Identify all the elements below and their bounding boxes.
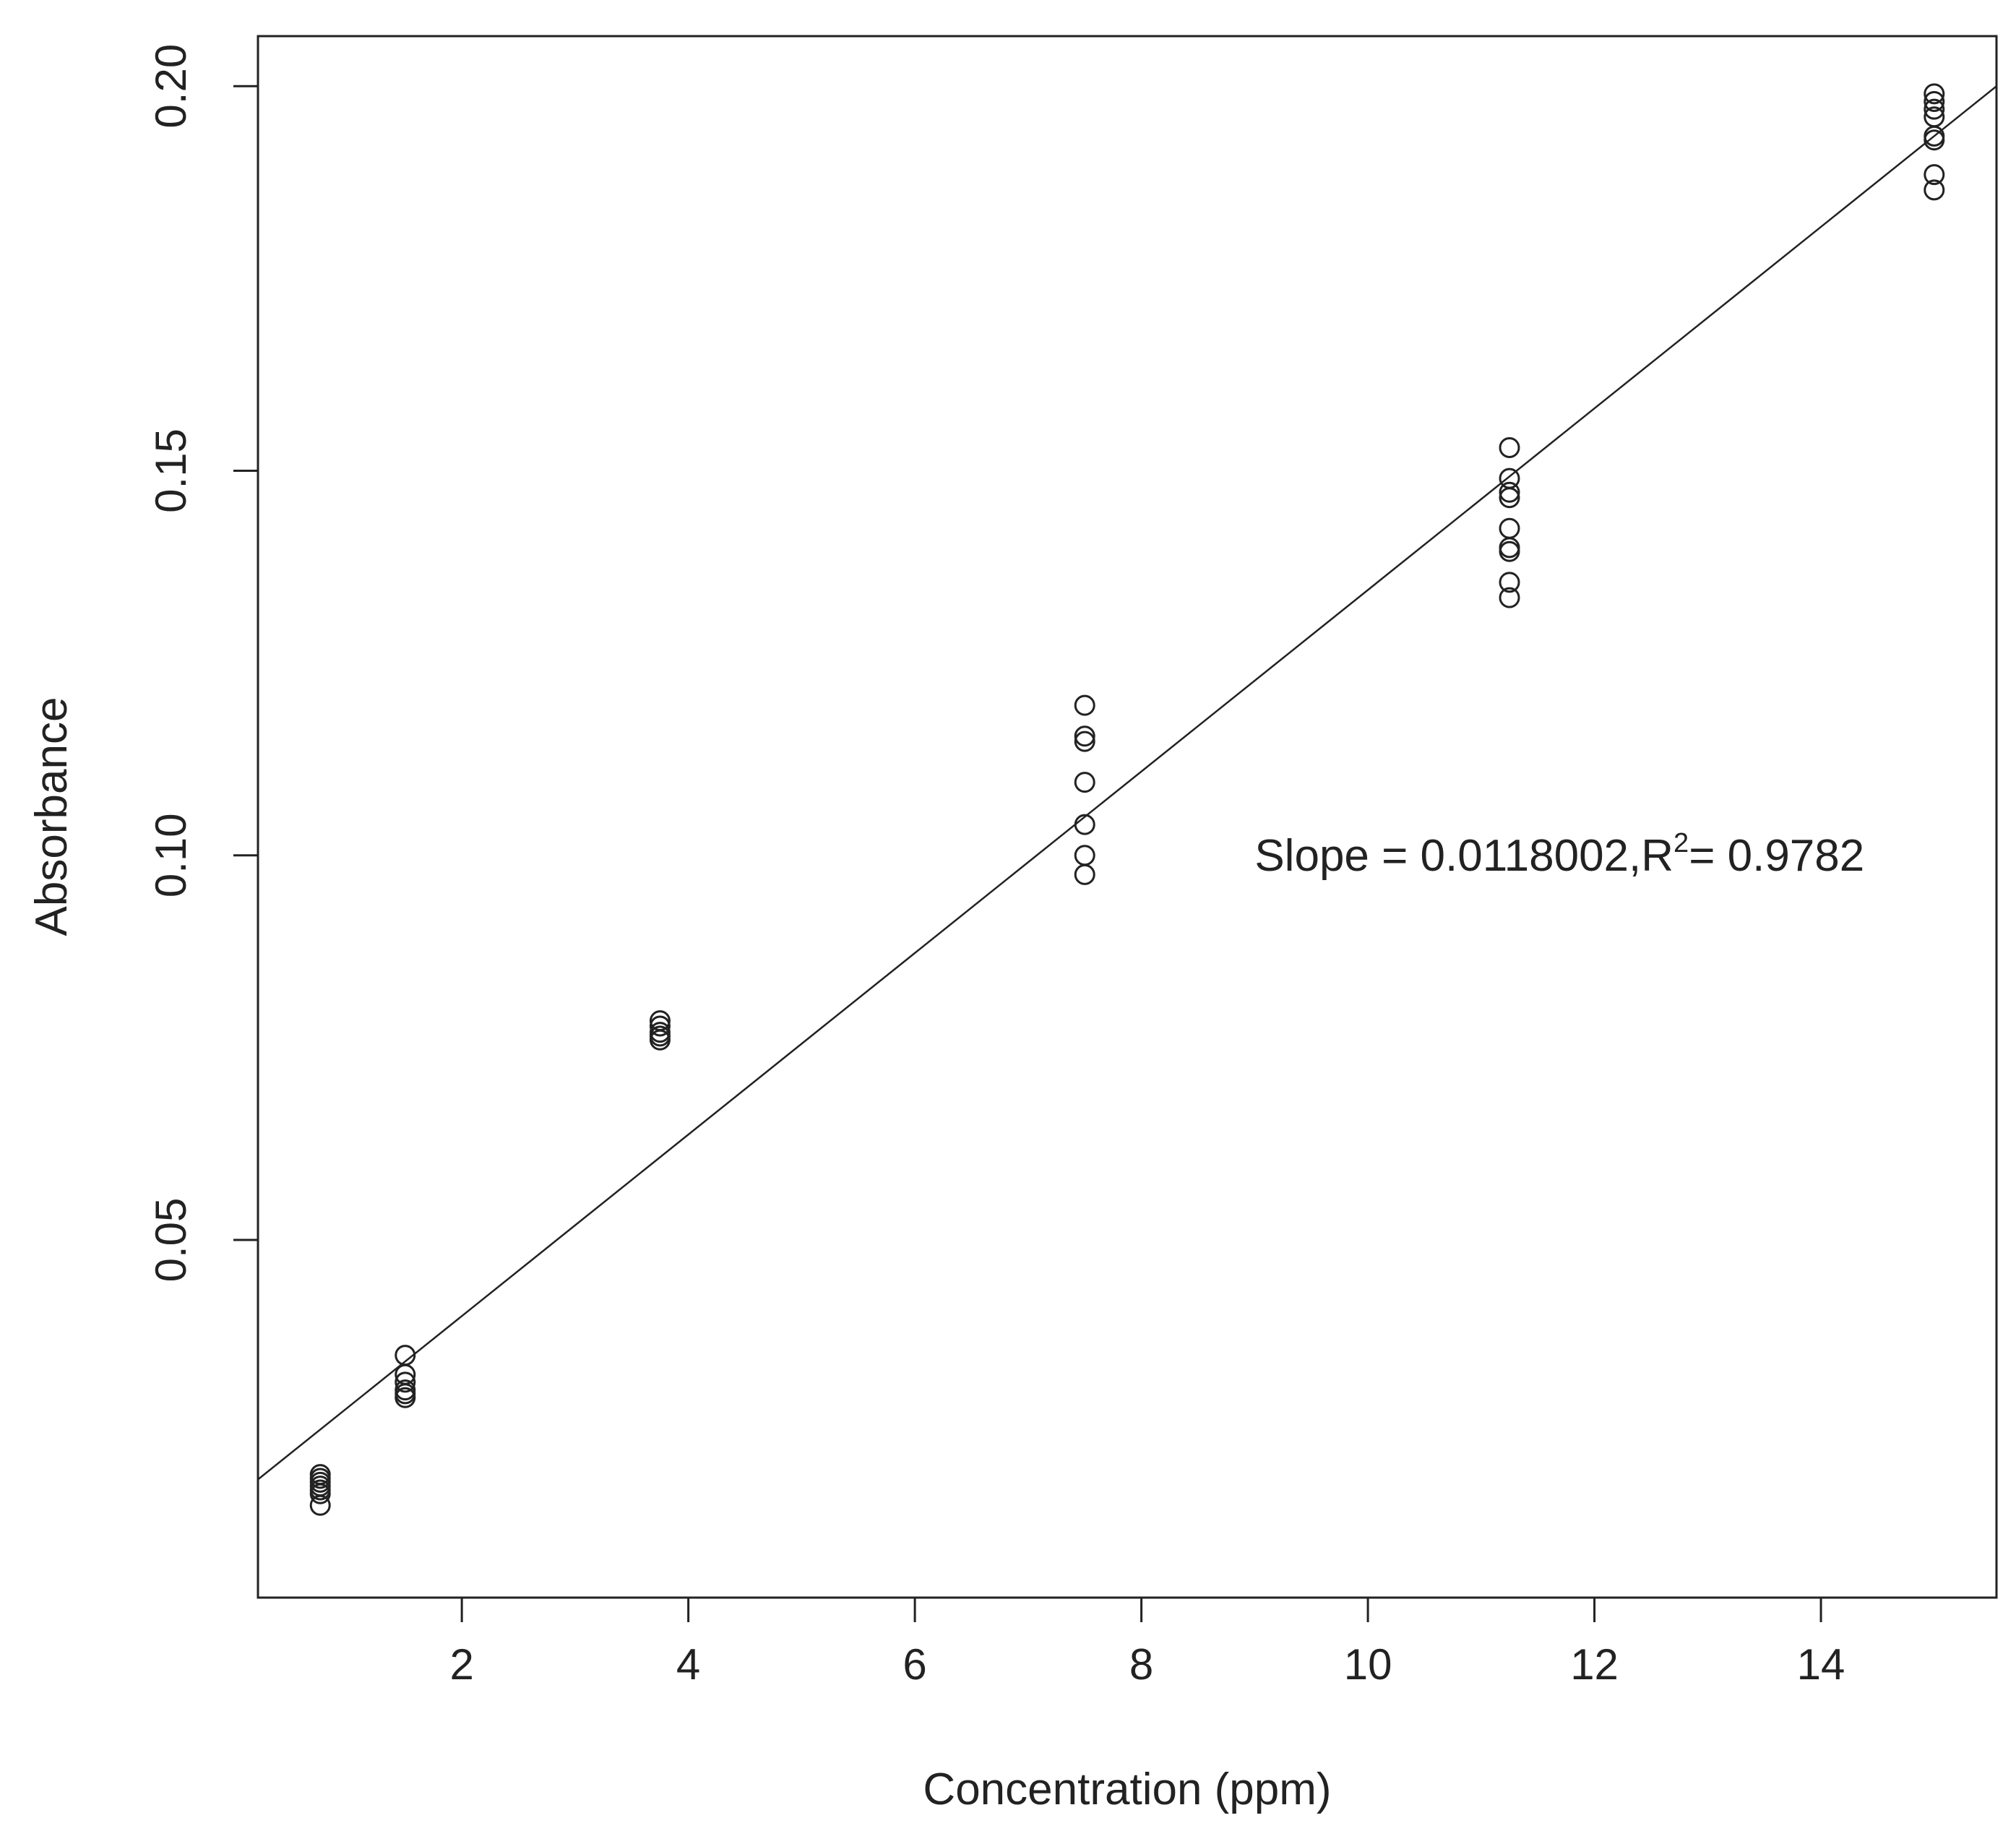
- data-point: [1924, 179, 1945, 201]
- x-tick-label: 2: [449, 1640, 473, 1689]
- data-point: [1924, 98, 1945, 120]
- y-tick-label: 0.20: [147, 44, 195, 129]
- y-tick-label: 0.15: [147, 428, 195, 513]
- data-points-layer: [309, 83, 1945, 1516]
- annotation-prefix: Slope = 0.0118002,R: [1254, 831, 1673, 881]
- x-tick-label: 4: [676, 1640, 700, 1689]
- y-axis-title: Absorbance: [27, 697, 77, 936]
- data-point: [1074, 772, 1095, 793]
- data-point: [1074, 731, 1095, 752]
- x-tick-label: 6: [903, 1640, 926, 1689]
- x-tick-label: 12: [1570, 1640, 1619, 1689]
- data-point: [1499, 572, 1520, 593]
- data-point: [1074, 694, 1095, 716]
- data-point: [1499, 437, 1520, 459]
- data-point: [309, 1483, 331, 1504]
- fit-line-layer: [258, 85, 1996, 1481]
- data-point: [309, 1494, 331, 1516]
- x-axis: 2 4 6 8 10 12 14: [449, 1596, 1845, 1689]
- data-point: [395, 1387, 416, 1408]
- y-tick-label: 0.05: [147, 1198, 195, 1283]
- data-point: [1074, 725, 1095, 747]
- annotation-suffix: = 0.9782: [1689, 831, 1864, 881]
- data-point: [649, 1015, 671, 1037]
- data-point: [1499, 487, 1520, 509]
- data-point: [649, 1029, 671, 1051]
- data-point: [1499, 587, 1520, 608]
- data-point: [1074, 863, 1095, 885]
- fit-line: [258, 85, 1996, 1481]
- y-tick-label: 0.10: [147, 813, 195, 897]
- x-axis-title: Concentration (ppm): [923, 1765, 1331, 1814]
- x-tick-label: 10: [1344, 1640, 1392, 1689]
- data-point: [1924, 90, 1945, 112]
- fit-annotation: Slope = 0.0118002,R2= 0.9782: [1254, 828, 1864, 881]
- data-point: [1074, 814, 1095, 835]
- data-point: [1499, 481, 1520, 503]
- data-point: [1924, 164, 1945, 186]
- data-point: [1924, 129, 1945, 151]
- y-axis: 0.05 0.10 0.15 0.20: [147, 44, 259, 1283]
- annotation-superscript: 2: [1673, 828, 1689, 858]
- data-point: [395, 1371, 416, 1393]
- data-point: [1924, 83, 1945, 105]
- x-tick-label: 14: [1797, 1640, 1845, 1689]
- x-tick-label: 8: [1129, 1640, 1153, 1689]
- data-point: [1499, 540, 1520, 562]
